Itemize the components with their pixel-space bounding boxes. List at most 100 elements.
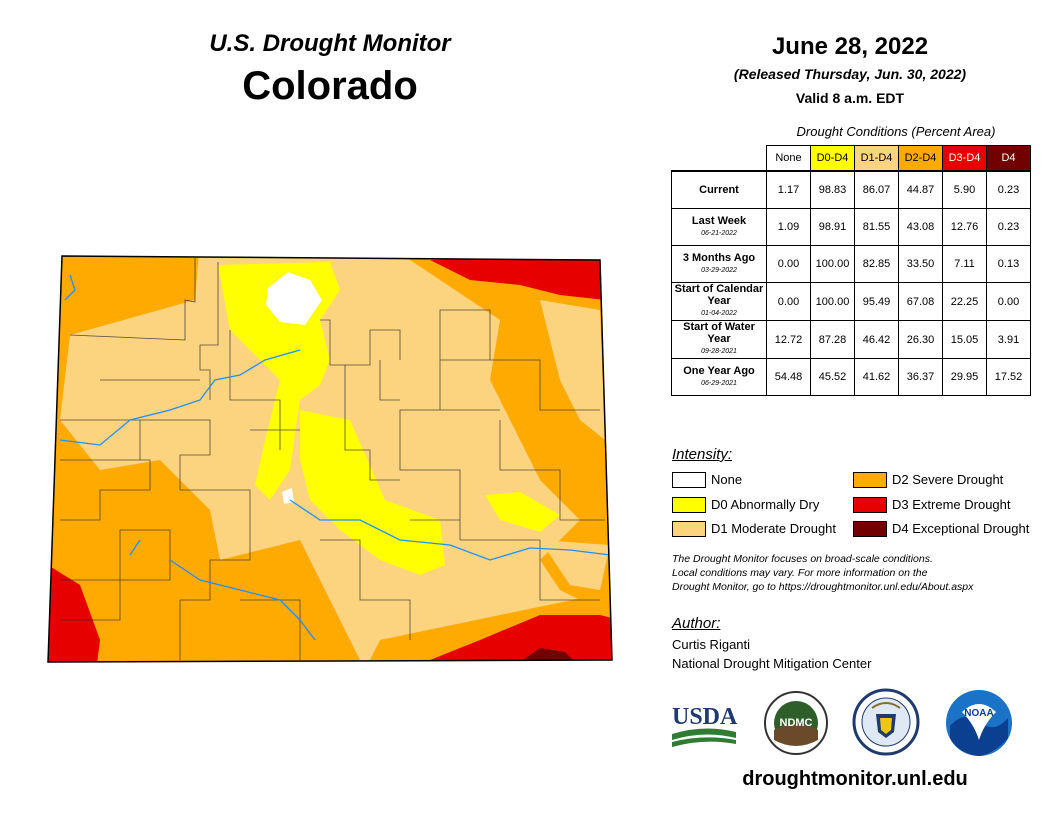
- author-name: Curtis Riganti: [672, 637, 751, 652]
- table-cell: 95.49: [854, 282, 899, 321]
- table-cell: 12.72: [766, 320, 811, 359]
- table-corner: [672, 146, 767, 172]
- legend-label-d0: D0 Abnormally Dry: [711, 497, 820, 512]
- table-row: Last Week 06-21-2022 1.09 98.91 81.55 43.08 12…: [671, 208, 1031, 246]
- row-label: 3 Months Ago 03-29-2022: [671, 245, 767, 283]
- release-date: (Released Thursday, Jun. 30, 2022): [733, 66, 967, 82]
- svg-text:USDA: USDA: [672, 704, 738, 730]
- table-cell: 100.00: [810, 245, 855, 283]
- table-cell: 43.08: [898, 208, 943, 246]
- legend-label-none: None: [711, 472, 743, 487]
- note-line-1: The Drought Monitor focuses on broad-sca…: [672, 553, 933, 565]
- table-row: 3 Months Ago 03-29-2022 0.00 100.00 82.85 33.…: [671, 245, 1031, 283]
- table-cell: 67.08: [898, 282, 943, 321]
- map-state-title: Colorado: [242, 64, 418, 108]
- table-cell: 7.11: [942, 245, 987, 283]
- county-lines: [60, 258, 605, 660]
- d0-region-front-range: [300, 410, 445, 575]
- table-cell: 1.17: [766, 170, 811, 209]
- table-cell: 44.87: [898, 170, 943, 209]
- legend-swatch-d3: [853, 497, 887, 513]
- table-cell: 46.42: [854, 320, 899, 359]
- d0-region-north: [218, 262, 340, 500]
- table-cell: 36.37: [898, 358, 943, 396]
- table-cell: 81.55: [854, 208, 899, 246]
- table-row: Start of Calendar Year 01-04-2022 0.00 100.…: [671, 282, 1031, 321]
- table-cell: 0.13: [986, 245, 1031, 283]
- table-cell: 1.09: [766, 208, 811, 246]
- legend-label-d1: D1 Moderate Drought: [711, 521, 837, 536]
- row-label-text: Current: [699, 184, 739, 196]
- author-title: Author:: [672, 615, 721, 632]
- usda-logo: USDA: [672, 704, 738, 747]
- table-cell: 29.95: [942, 358, 987, 396]
- table-cell: 82.85: [854, 245, 899, 283]
- table-cell: 26.30: [898, 320, 943, 359]
- row-label-text: 3 Months Ago: [682, 251, 756, 264]
- table-cell: 12.76: [942, 208, 987, 246]
- ndmc-logo: NDMC: [764, 691, 828, 755]
- table-cell: 0.00: [766, 282, 811, 321]
- column-header-d0-d4: D0-D4: [810, 145, 855, 172]
- row-label: One Year Ago 06-29-2021: [671, 358, 767, 396]
- row-label-text: Start of Calendar Year: [674, 283, 764, 307]
- d3-region-northeast: [430, 256, 605, 300]
- table-cell: 3.91: [986, 320, 1031, 359]
- dept-of-commerce-seal: [852, 688, 920, 756]
- row-label-text: Last Week: [691, 214, 747, 227]
- row-label: Start of Calendar Year 01-04-2022: [671, 282, 767, 321]
- row-date: 06-29-2021: [701, 379, 737, 387]
- row-label: Current: [671, 170, 767, 209]
- legend-label-d4: D4 Exceptional Drought: [892, 521, 1030, 536]
- row-date: 09-28-2021: [701, 348, 737, 355]
- table-row: Current 1.17 98.83 86.07 44.87 5.90 0.23: [671, 170, 1031, 209]
- column-header-d2-d4: D2-D4: [898, 145, 943, 172]
- table-cell: 17.52: [986, 358, 1031, 396]
- map-date: June 28, 2022: [771, 33, 929, 60]
- d3-region-southeast: [420, 615, 612, 662]
- table-cell: 22.25: [942, 282, 987, 321]
- table-cell: 33.50: [898, 245, 943, 283]
- legend-swatch-none: [672, 472, 706, 488]
- d1-region-east-pocket: [540, 300, 605, 440]
- table-caption: Drought Conditions (Percent Area): [796, 124, 996, 139]
- table-cell: 0.23: [986, 170, 1031, 209]
- d0-region-east: [485, 492, 560, 532]
- table-cell: 15.05: [942, 320, 987, 359]
- table-cell: 41.62: [854, 358, 899, 396]
- legend-swatch-d4: [853, 521, 887, 537]
- table-cell: 0.23: [986, 208, 1031, 246]
- legend-swatch-d0: [672, 497, 706, 513]
- disclaimer-note: The Drought Monitor focuses on broad-sca…: [672, 552, 1042, 594]
- column-header-none: None: [766, 145, 811, 172]
- column-header-d3-d4: D3-D4: [942, 145, 987, 172]
- svg-text:NOAA: NOAA: [964, 708, 993, 719]
- row-date: 01-04-2022: [701, 310, 737, 317]
- no-drought-region: [266, 272, 322, 325]
- table-cell: 54.48: [766, 358, 811, 396]
- column-header-d1-d4: D1-D4: [854, 145, 899, 172]
- legend-label-d3: D3 Extreme Drought: [892, 497, 1011, 512]
- table-cell: 100.00: [810, 282, 855, 321]
- legend-swatch-d2: [853, 472, 887, 488]
- valid-time: Valid 8 a.m. EDT: [795, 90, 905, 106]
- table-row: One Year Ago 06-29-2021 54.48 45.52 41.62 36.…: [671, 358, 1031, 396]
- noaa-logo: NOAA: [946, 690, 1012, 756]
- website-url: droughtmonitor.unl.edu: [742, 768, 968, 790]
- table-cell: 87.28: [810, 320, 855, 359]
- row-label-text: One Year Ago: [683, 364, 755, 377]
- note-line-2: Local conditions may vary. For more info…: [672, 567, 928, 579]
- drought-conditions-table: None D0-D4 D1-D4 D2-D4 D3-D4 D4 Current 1…: [671, 145, 1031, 396]
- legend-swatch-d1: [672, 521, 706, 537]
- table-cell: 45.52: [810, 358, 855, 396]
- row-label-text: Start of Water Year: [683, 321, 755, 345]
- table-cell: 86.07: [854, 170, 899, 209]
- row-date: 06-21-2022: [701, 229, 737, 237]
- legend-title: Intensity:: [672, 446, 733, 463]
- state-boundary: [47, 255, 613, 663]
- note-line-3: Drought Monitor, go to https://droughtmo…: [672, 581, 974, 593]
- table-cell: 0.00: [766, 245, 811, 283]
- table-cell: 98.91: [810, 208, 855, 246]
- table-cell: 0.00: [986, 282, 1031, 321]
- table-cell: 5.90: [942, 170, 987, 209]
